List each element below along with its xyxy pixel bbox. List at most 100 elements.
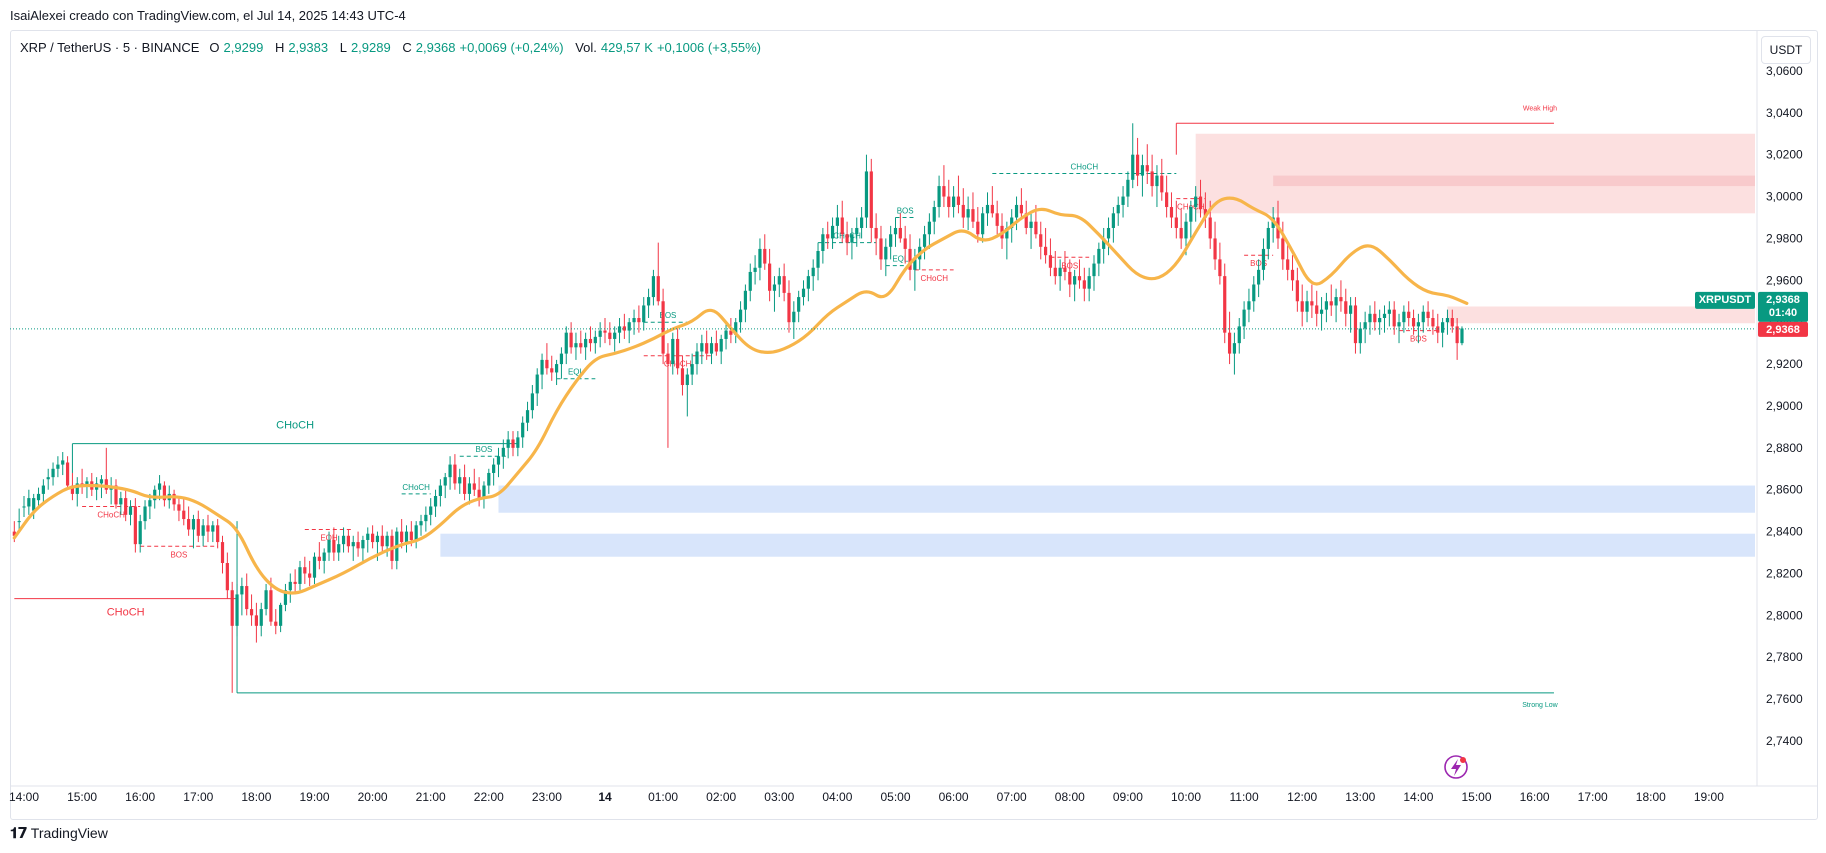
- candle: [1300, 284, 1304, 327]
- low-value: 2,9289: [350, 40, 391, 55]
- candle: [458, 468, 462, 494]
- open-value: 2,9299: [223, 40, 264, 55]
- lightning-alert-icon[interactable]: [1444, 755, 1468, 779]
- candle: [293, 569, 297, 595]
- candle: [1252, 276, 1256, 312]
- candle: [613, 326, 617, 352]
- candle: [835, 204, 839, 239]
- symbol-name[interactable]: XRP / TetherUS · 5 · BINANCE: [20, 40, 200, 55]
- y-tick-label: 3,0200: [1766, 148, 1803, 162]
- candle: [801, 280, 806, 306]
- candle: [1382, 305, 1387, 333]
- close-label: C: [402, 40, 412, 55]
- candle: [893, 217, 898, 247]
- candle: [1121, 186, 1125, 218]
- candle: [109, 477, 113, 505]
- candle: [651, 269, 656, 306]
- candle: [1281, 221, 1285, 270]
- candle: [414, 521, 418, 549]
- candle: [806, 269, 810, 302]
- candle: [462, 464, 467, 501]
- candle: [1135, 137, 1140, 187]
- candle: [487, 468, 491, 494]
- x-tick-label: 06:00: [939, 790, 969, 804]
- candle: [826, 221, 830, 249]
- candle: [22, 496, 26, 517]
- candle: [220, 535, 225, 574]
- structure-label: CHoCH: [97, 510, 125, 519]
- high-label: H: [274, 40, 285, 55]
- candle: [114, 479, 118, 509]
- candle: [777, 267, 781, 298]
- candle: [1058, 259, 1062, 291]
- candle: [937, 175, 941, 218]
- lower-level-badge: 2,9368: [1758, 321, 1808, 337]
- candle: [1082, 267, 1086, 302]
- candle: [1305, 290, 1309, 323]
- candle: [646, 288, 651, 319]
- candle: [952, 186, 956, 218]
- x-tick-label: 14:00: [9, 790, 39, 804]
- candle: [51, 462, 55, 486]
- candle: [1339, 280, 1343, 312]
- candle: [80, 468, 84, 494]
- candle: [995, 200, 999, 235]
- demand-zone: [498, 485, 1755, 513]
- candle: [1257, 259, 1261, 298]
- candle: [1039, 221, 1043, 260]
- candle: [259, 602, 263, 637]
- y-tick-label: 3,0600: [1766, 64, 1803, 78]
- candle: [981, 207, 985, 243]
- candle: [143, 500, 147, 530]
- candle: [254, 602, 258, 643]
- candle: [1344, 288, 1348, 327]
- candle: [617, 318, 622, 344]
- candle: [1426, 301, 1430, 327]
- ticker-badge: XRPUSDT: [1695, 291, 1755, 309]
- structure-label: EQL: [568, 368, 585, 377]
- candle: [56, 456, 60, 478]
- candle: [308, 560, 312, 587]
- candle: [860, 207, 864, 239]
- candle: [1165, 175, 1169, 218]
- candle: [569, 322, 573, 354]
- candle: [714, 330, 718, 356]
- candle: [312, 552, 317, 584]
- candle: [1450, 309, 1454, 333]
- candle: [41, 479, 45, 505]
- candle: [869, 158, 873, 243]
- candle: [792, 301, 796, 339]
- candle: [559, 347, 564, 379]
- supply-strong-zone: [1273, 175, 1755, 187]
- candle: [685, 368, 689, 417]
- structure-label: BOS: [659, 311, 676, 320]
- x-tick-label: 07:00: [997, 790, 1027, 804]
- volume-value: 429,57 K: [600, 40, 653, 55]
- currency-button[interactable]: USDT: [1761, 36, 1811, 64]
- x-tick-label: 12:00: [1287, 790, 1317, 804]
- candle: [966, 196, 970, 231]
- x-tick-label: 19:00: [299, 790, 329, 804]
- candle: [1048, 238, 1053, 277]
- x-tick-label: 14:00: [1403, 790, 1433, 804]
- candle: [787, 280, 791, 333]
- y-tick-label: 2,8200: [1766, 566, 1803, 580]
- x-tick-label: 17:00: [1578, 790, 1608, 804]
- candle: [1237, 318, 1241, 354]
- candle: [797, 290, 801, 323]
- candle: [1368, 305, 1372, 335]
- svg-text:2,9368: 2,9368: [1766, 294, 1800, 306]
- candle: [492, 458, 496, 486]
- candle: [932, 200, 936, 235]
- x-tick-label: 15:00: [1461, 790, 1491, 804]
- candle: [1203, 192, 1207, 228]
- x-tick-label: 23:00: [532, 790, 562, 804]
- candle: [283, 583, 288, 612]
- chart-attribution: IsaiAlexei creado con TradingView.com, e…: [10, 8, 406, 23]
- footer-brand[interactable]: 𝟏𝟳 TradingView: [10, 824, 108, 842]
- candle: [225, 552, 229, 599]
- candle: [496, 447, 501, 478]
- candle: [453, 454, 457, 490]
- candle: [753, 255, 757, 285]
